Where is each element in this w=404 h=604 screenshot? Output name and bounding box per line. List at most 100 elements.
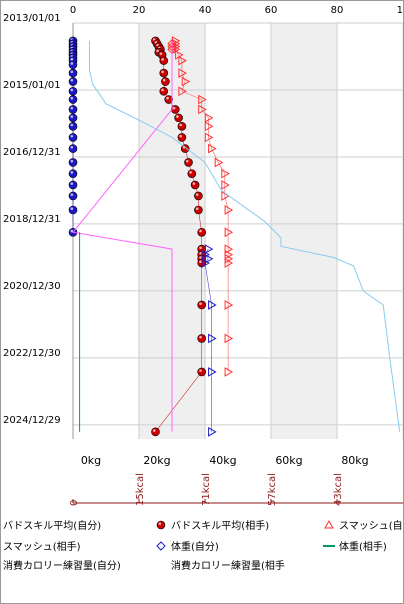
marker-highlight: [70, 96, 74, 100]
marker-highlight: [156, 49, 159, 53]
data-point: [184, 158, 193, 167]
data-point: [178, 86, 187, 97]
marker-dot: [194, 205, 203, 215]
calorie-tick-label: 57kcal: [267, 473, 278, 506]
data-point: [159, 68, 169, 78]
data-point: [198, 94, 207, 105]
data-point: [194, 205, 203, 215]
data-point: [221, 168, 230, 179]
legend-item: 体重(相手): [323, 540, 387, 553]
calorie-tick-label: 0: [69, 500, 80, 506]
data-point: [68, 169, 78, 178]
calorie-tick-label: 15kcal: [135, 473, 146, 506]
marker-dot: [184, 158, 193, 167]
data-point: [194, 191, 203, 201]
marker-dot: [151, 427, 160, 437]
marker-highlight: [176, 115, 179, 118]
data-point: [68, 113, 78, 123]
marker-highlight: [199, 256, 202, 259]
marker-dot: [159, 86, 169, 96]
marker-highlight: [199, 335, 202, 339]
marker-dot: [68, 113, 78, 123]
marker-highlight: [195, 207, 199, 210]
data-point: [208, 143, 217, 154]
bottom-axis-background: [73, 439, 403, 451]
data-point: [224, 333, 234, 344]
calorie-axis: 0 15kcal 71kcal 57kcal 43kcal: [69, 473, 403, 506]
data-point: [224, 227, 234, 238]
data-point: [208, 426, 217, 437]
date-tick-label: 2022/12/30: [3, 348, 61, 359]
data-series: [68, 36, 401, 437]
marker-dot: [197, 334, 206, 343]
marker-dot: [68, 77, 78, 86]
marker-highlight: [199, 252, 202, 255]
marker-dot: [68, 105, 78, 114]
data-point: [68, 180, 78, 190]
legend-item: 消費カロリー練習量(相手: [171, 559, 285, 572]
data-point: [197, 227, 206, 237]
marker-highlight: [70, 171, 74, 174]
marker-dot: [159, 56, 169, 65]
top-tick-label: 60: [265, 5, 278, 16]
legend-symbol: [324, 519, 334, 529]
marker-highlight: [70, 123, 74, 127]
data-point: [68, 158, 78, 167]
legend-label: スマッシュ(自: [339, 519, 403, 532]
marker-highlight: [179, 134, 182, 138]
data-point: [164, 95, 173, 104]
data-point: [177, 133, 187, 142]
data-point: [178, 55, 187, 66]
series-5: [201, 244, 217, 437]
data-point: [221, 180, 230, 190]
data-point: [187, 169, 197, 178]
data-point: [161, 77, 170, 86]
data-point: [201, 258, 211, 268]
data-point: [68, 95, 78, 104]
marker-highlight: [199, 246, 202, 250]
top-tick-label: 0: [70, 5, 76, 16]
data-point: [68, 144, 78, 153]
legend-label: 消費カロリー練習量(自分): [3, 559, 121, 572]
series-1: [151, 36, 206, 437]
marker-dot: [68, 158, 78, 167]
legend-label: 消費カロリー練習量(相手: [171, 559, 285, 572]
data-point: [224, 300, 234, 310]
date-tick-label: 2020/12/30: [3, 281, 61, 292]
marker-highlight: [186, 159, 189, 163]
marker-highlight: [70, 207, 74, 210]
marker-highlight: [159, 52, 163, 55]
marker-highlight: [70, 159, 74, 163]
marker-dot: [68, 191, 78, 201]
marker-highlight: [179, 123, 182, 127]
marker-highlight: [189, 171, 192, 174]
series-7: [89, 40, 401, 432]
marker-dot: [197, 227, 206, 237]
marker-highlight: [70, 146, 74, 149]
data-point: [68, 205, 78, 215]
legend-label: 体重(相手): [339, 540, 387, 553]
marker-dot: [68, 86, 78, 96]
grid-lines: [72, 22, 403, 439]
data-point: [214, 157, 224, 168]
marker-highlight: [153, 429, 156, 432]
date-tick-label: 2024/12/29: [3, 415, 61, 426]
marker-dot: [194, 191, 203, 201]
marker-highlight: [70, 78, 74, 82]
marker-highlight: [172, 106, 176, 110]
legend-item: 体重(自分): [156, 540, 219, 553]
marker-dot: [68, 122, 78, 131]
legend-label: 体重(自分): [171, 540, 219, 553]
marker-dot: [159, 68, 169, 78]
marker-dot: [197, 367, 206, 377]
marker-dot: [177, 133, 187, 142]
data-point: [224, 253, 234, 264]
data-point: [224, 258, 234, 268]
date-tick-label: 2013/01/01: [3, 13, 61, 24]
data-point: [204, 132, 214, 143]
date-axis-ticks: 2013/01/01 2015/01/01 2016/12/31 2018/12/31…: [3, 13, 61, 426]
marker-dot: [187, 169, 197, 178]
top-tick-label: 20: [133, 5, 146, 16]
legend-item: 消費カロリー練習量(自分): [3, 559, 121, 572]
